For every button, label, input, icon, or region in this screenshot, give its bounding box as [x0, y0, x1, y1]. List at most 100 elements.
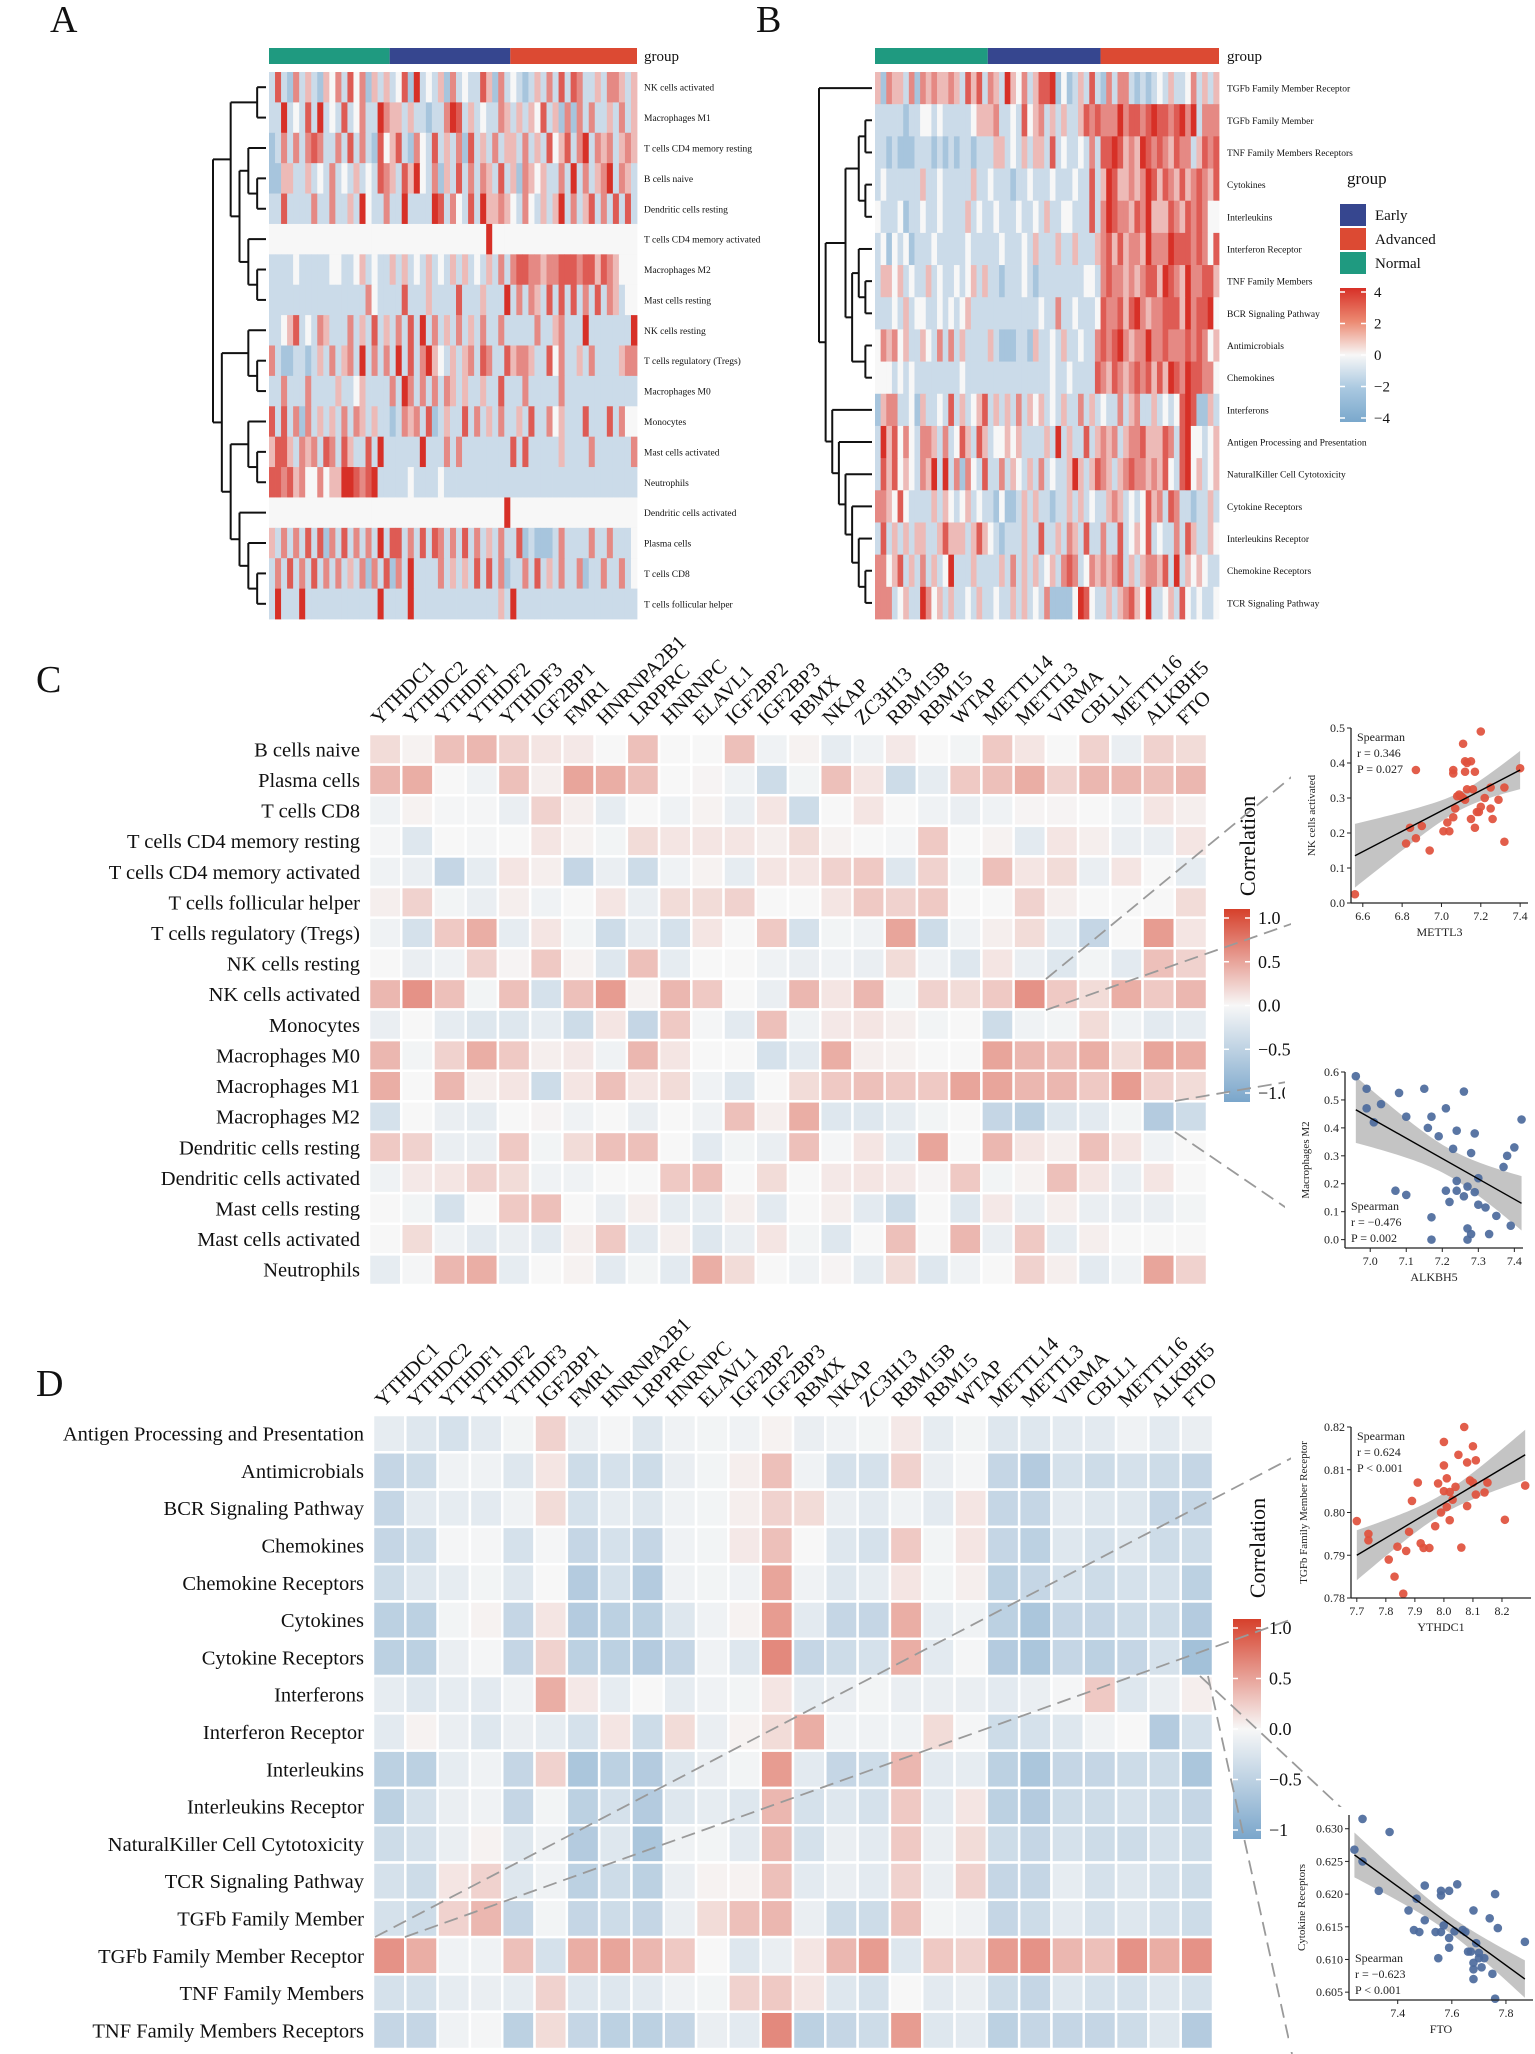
heatmap-cell — [413, 223, 421, 255]
heatmap-cell — [914, 458, 921, 491]
heatmap-cell — [404, 1637, 439, 1678]
heatmap-cell — [915, 1222, 951, 1256]
row-label: B cells naive — [254, 739, 360, 761]
heatmap-cell — [1044, 824, 1080, 858]
regression-line — [1353, 1854, 1526, 1980]
heatmap-cell — [1066, 200, 1073, 234]
heatmap-cell — [624, 132, 632, 164]
heatmap-cell — [419, 345, 427, 377]
heatmap-cell — [311, 406, 318, 438]
heatmap-cell — [1128, 361, 1135, 395]
heatmap-cell — [1147, 1898, 1182, 1939]
heatmap-cell — [436, 1749, 472, 1790]
heatmap-cell — [1156, 425, 1164, 459]
heatmap-cell — [1015, 490, 1023, 523]
heatmap-cell — [1061, 458, 1068, 491]
heatmap-cell — [468, 1823, 504, 1864]
heatmap-cell — [880, 232, 887, 266]
heatmap-cell — [1168, 554, 1175, 588]
heatmap-cell — [1185, 168, 1192, 202]
heatmap-cell — [561, 824, 596, 858]
heatmap-cell — [383, 436, 391, 468]
heatmap-cell — [474, 345, 481, 377]
colorbar-tick-label: 4 — [1374, 285, 1382, 301]
heatmap-cell — [1050, 1861, 1086, 1902]
heatmap-cell — [931, 136, 938, 169]
heatmap-cell — [1179, 425, 1186, 459]
heatmap-cell — [1128, 265, 1135, 298]
heatmap-cell — [456, 588, 463, 620]
heatmap-cell — [1196, 72, 1203, 105]
heatmap-cell — [419, 375, 427, 407]
heatmap-cell — [886, 72, 893, 105]
heatmap-cell — [925, 72, 932, 105]
heatmap-cell — [959, 522, 966, 556]
heatmap-cell — [1140, 458, 1147, 491]
heatmap-cell — [824, 1600, 859, 1641]
heatmap-cell — [915, 1008, 951, 1042]
heatmap-cell — [269, 223, 276, 255]
heatmap-cell — [903, 232, 910, 266]
heatmap-cell — [594, 527, 602, 559]
heatmap-cell — [468, 467, 475, 498]
heatmap-cell — [588, 223, 596, 255]
heatmap-cell — [818, 1069, 854, 1103]
heatmap-cell — [915, 793, 951, 828]
heatmap-cell — [1117, 522, 1124, 556]
heatmap-cell — [377, 375, 385, 407]
heatmap-cell — [323, 497, 330, 529]
heatmap-cell — [281, 223, 288, 255]
heatmap-cell — [311, 558, 318, 590]
heatmap-cell — [891, 265, 898, 298]
heatmap-cell — [1012, 977, 1048, 1011]
heatmap-cell — [1117, 297, 1124, 330]
heatmap-cell — [1145, 361, 1152, 395]
data-point — [1433, 1953, 1443, 1963]
y-tick-label: 0.5 — [1324, 1093, 1339, 1107]
heatmap-cell — [431, 375, 439, 407]
colorbar-tick-label: 1.0 — [1269, 1618, 1292, 1638]
heatmap-cell — [624, 284, 632, 316]
heatmap-cell — [985, 1451, 1021, 1491]
heatmap-cell — [305, 193, 312, 225]
heatmap-cell — [546, 163, 553, 194]
heatmap-cell — [1010, 329, 1017, 362]
heatmap-cell — [413, 375, 421, 407]
heatmap-cell — [1004, 329, 1011, 362]
heatmap-cell — [1134, 200, 1141, 234]
heatmap-cell — [1032, 458, 1039, 491]
heatmap-cell — [546, 436, 553, 468]
heatmap-cell — [582, 102, 590, 134]
heatmap-cell — [888, 1674, 924, 1715]
heatmap-cell — [1044, 1038, 1080, 1072]
data-point — [1439, 1437, 1449, 1447]
heatmap-cell — [754, 855, 790, 889]
heatmap-cell — [552, 558, 559, 590]
heatmap-cell — [625, 885, 661, 919]
heatmap-cell — [431, 558, 439, 590]
heatmap-cell — [1151, 265, 1158, 298]
heatmap-cell — [371, 315, 378, 346]
heatmap-cell — [625, 855, 661, 889]
heatmap-cell — [480, 588, 487, 620]
heatmap-cell — [561, 732, 596, 766]
heatmap-cell — [516, 375, 523, 407]
heatmap-cell — [1004, 200, 1011, 234]
heatmap-cell — [329, 497, 336, 529]
heatmap-cell — [970, 104, 977, 137]
data-point — [1468, 1441, 1478, 1451]
data-point — [1427, 1112, 1436, 1121]
heatmap-cell — [1072, 168, 1079, 202]
heatmap-cell — [618, 132, 626, 164]
heatmap-cell — [1032, 361, 1039, 395]
heatmap-cell — [552, 72, 559, 103]
heatmap-cell — [1196, 458, 1203, 491]
heatmap-cell — [449, 375, 457, 407]
heatmap-cell — [486, 72, 493, 103]
heatmap-cell — [367, 916, 403, 950]
heatmap-cell — [492, 72, 499, 103]
heatmap-cell — [662, 1674, 698, 1715]
heatmap-cell — [413, 588, 421, 620]
heatmap-cell — [1190, 425, 1197, 459]
heatmap-cell — [727, 1451, 762, 1491]
